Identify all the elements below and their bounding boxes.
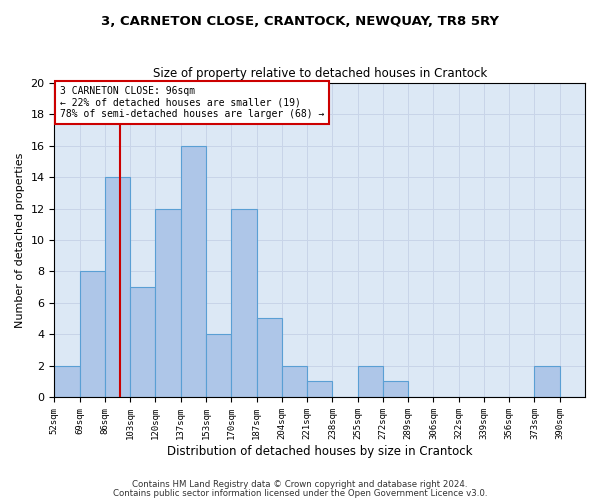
Bar: [55, 366, 80, 397]
Bar: [282, 366, 307, 397]
Title: Size of property relative to detached houses in Crantock: Size of property relative to detached ho…: [152, 68, 487, 80]
Bar: [206, 334, 231, 397]
Bar: [257, 318, 282, 397]
Text: 3, CARNETON CLOSE, CRANTOCK, NEWQUAY, TR8 5RY: 3, CARNETON CLOSE, CRANTOCK, NEWQUAY, TR…: [101, 15, 499, 28]
Bar: [181, 146, 206, 397]
Bar: [130, 287, 155, 397]
Bar: [231, 208, 257, 397]
Bar: [80, 272, 105, 397]
X-axis label: Distribution of detached houses by size in Crantock: Distribution of detached houses by size …: [167, 444, 472, 458]
Text: Contains public sector information licensed under the Open Government Licence v3: Contains public sector information licen…: [113, 489, 487, 498]
Bar: [358, 366, 383, 397]
Y-axis label: Number of detached properties: Number of detached properties: [15, 152, 25, 328]
Bar: [105, 177, 130, 397]
Text: Contains HM Land Registry data © Crown copyright and database right 2024.: Contains HM Land Registry data © Crown c…: [132, 480, 468, 489]
Bar: [383, 382, 408, 397]
Bar: [155, 208, 181, 397]
Bar: [307, 382, 332, 397]
Text: 3 CARNETON CLOSE: 96sqm
← 22% of detached houses are smaller (19)
78% of semi-de: 3 CARNETON CLOSE: 96sqm ← 22% of detache…: [60, 86, 324, 120]
Bar: [535, 366, 560, 397]
